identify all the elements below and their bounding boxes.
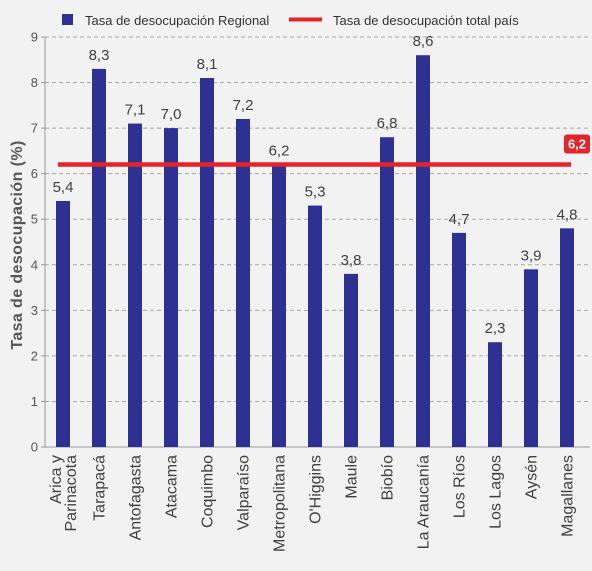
y-axis-title: Tasa de desocupación (%) (9, 140, 26, 349)
x-tick-label-group-los-rios: Los Ríos (452, 455, 469, 518)
data-label-tarapaca: 8,3 (89, 47, 110, 64)
bar-coquimbo (200, 78, 214, 447)
bar-antofagasta (128, 123, 142, 448)
data-label-biobio: 6,8 (377, 115, 398, 132)
data-label-los-lagos: 2,3 (485, 320, 506, 337)
x-tick-label-maule: Maule (344, 455, 361, 499)
national-rate-reference: 6,2 (58, 134, 590, 167)
x-tick-label-antofagasta: Antofagasta (128, 455, 145, 541)
y-tick-label-2: 2 (31, 348, 38, 363)
x-tick-label-group-tarapaca: Tarapacá (92, 455, 109, 521)
legend-label-national: Tasa de desocupación total país (333, 13, 519, 28)
x-tick-label-group-o-higgins: O'Higgins (308, 455, 325, 524)
data-label-metropolitana: 6,2 (269, 143, 290, 160)
x-tick-label-los-lagos: Los Lagos (488, 455, 505, 529)
bar-los-rios (452, 232, 466, 447)
bar-magallanes (560, 228, 574, 447)
y-tick-label-0: 0 (31, 440, 38, 455)
x-tick-label-atacama: Atacama (164, 455, 181, 518)
bar-tarapaca (92, 68, 106, 447)
national-rate-badge (564, 134, 590, 154)
data-label-antofagasta: 7,1 (125, 102, 146, 119)
y-tick-label-8: 8 (31, 75, 38, 90)
bar-valparaiso (236, 119, 250, 447)
x-tick-label-group-maule: Maule (344, 455, 361, 499)
x-tick-label-magallanes: Magallanes (560, 455, 577, 537)
x-tick-label-group-metropolitana: Metropolitana (272, 455, 289, 552)
x-tick-label-group-coquimbo: Coquimbo (200, 455, 217, 528)
x-tick-label-group-arica-y-parinacota: Arica y Parinacota (48, 455, 80, 536)
data-label-valparaiso: 7,2 (233, 97, 254, 114)
bar-maule (344, 273, 358, 447)
bar-los-lagos (488, 342, 502, 447)
bar-arica-y-parinacota (56, 201, 70, 447)
x-tick-label-tarapaca: Tarapacá (92, 455, 109, 521)
bars (56, 55, 574, 448)
y-tick-label-5: 5 (31, 212, 38, 227)
national-rate-badge-label: 6,2 (568, 137, 586, 152)
x-tick-label-metropolitana: Metropolitana (272, 455, 289, 552)
x-tick-label-los-rios: Los Ríos (452, 455, 469, 518)
data-label-aysen: 3,9 (521, 247, 542, 264)
x-tick-label-line-1: Arica y (48, 455, 65, 504)
legend: Tasa de desocupación Regional Tasa de de… (62, 13, 519, 28)
y-tick-label-3: 3 (31, 303, 38, 318)
y-tick-label-9: 9 (31, 30, 38, 45)
legend-label-regional: Tasa de desocupación Regional (85, 13, 269, 28)
y-tick-label-1: 1 (31, 394, 38, 409)
data-labels: 5,4 8,3 7,1 7,0 8,1 7,2 6,2 5,3 3,8 6,8 8,6 4,7 2,3 3… (53, 33, 578, 337)
x-tick-label-group-la-araucania: La Araucanía (416, 455, 433, 549)
x-tick-label-la-araucania: La Araucanía (416, 455, 433, 549)
x-tick-label-group-biobio: Biobío (380, 455, 397, 500)
data-label-magallanes: 4,8 (557, 206, 578, 223)
x-tick-label-coquimbo: Coquimbo (200, 455, 217, 528)
y-axis-title-group: Tasa de desocupación (%) (9, 140, 26, 349)
x-tick-label-aysen: Aysén (524, 455, 541, 499)
x-tick-label-group-antofagasta: Antofagasta (128, 455, 145, 541)
data-label-atacama: 7,0 (161, 106, 182, 123)
bar-biobio (380, 137, 394, 447)
x-tick-label-group-aysen: Aysén (524, 455, 541, 499)
y-tick-label-4: 4 (31, 257, 38, 272)
bar-metropolitana (272, 164, 286, 448)
x-axis-labels: Arica y Parinacota Tarapacá Antofagasta Ata… (48, 455, 577, 552)
bar-la-araucania (416, 55, 430, 447)
x-tick-label-group-valparaiso: Valparaíso (236, 455, 253, 530)
data-label-coquimbo: 8,1 (197, 56, 218, 73)
data-label-o-higgins: 5,3 (305, 184, 326, 201)
x-tick-label-arica-y-parinacota: Arica y Parinacota (48, 455, 80, 536)
data-label-la-araucania: 8,6 (413, 33, 434, 50)
legend-swatch-regional (62, 14, 73, 25)
bar-aysen (524, 269, 538, 447)
x-tick-label-line-2: Parinacota (63, 455, 80, 536)
x-tick-label-group-magallanes: Magallanes (560, 455, 577, 537)
data-label-maule: 3,8 (341, 252, 362, 269)
bar-o-higgins (308, 205, 322, 447)
x-tick-label-biobio: Biobío (380, 455, 397, 500)
y-tick-label-7: 7 (31, 121, 38, 136)
x-tick-label-valparaiso: Valparaíso (236, 455, 253, 530)
bar-atacama (164, 128, 178, 447)
x-tick-label-group-los-lagos: Los Lagos (488, 455, 505, 529)
x-tick-label-o-higgins: O'Higgins (308, 455, 325, 524)
y-tick-label-6: 6 (31, 166, 38, 181)
x-tick-label-group-atacama: Atacama (164, 455, 181, 518)
data-label-los-rios: 4,7 (449, 211, 470, 228)
data-label-arica-y-parinacota: 5,4 (53, 179, 74, 196)
